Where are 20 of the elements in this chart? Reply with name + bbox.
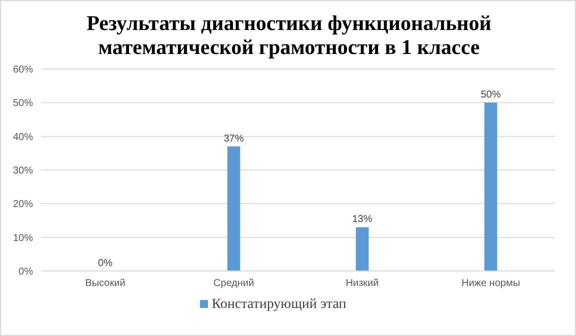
y-tick-label: 10%: [12, 232, 34, 244]
data-label: 37%: [224, 133, 244, 144]
legend-label: Констатирующий этап: [212, 297, 346, 312]
data-label: 13%: [352, 214, 372, 226]
y-tick-label: 60%: [12, 64, 34, 76]
x-tick-label: Ниже нормы: [461, 278, 520, 290]
x-tick-label: Высокий: [85, 278, 126, 290]
y-tick-label: 20%: [12, 199, 34, 210]
data-label: 0%: [98, 258, 113, 269]
bar: [356, 227, 369, 271]
data-label: 50%: [480, 90, 501, 101]
x-tick-label: Низкий: [346, 278, 379, 290]
bar: [227, 146, 240, 271]
y-tick-label: 30%: [12, 166, 34, 177]
bar: [484, 102, 498, 271]
y-tick-label: 0%: [18, 266, 34, 278]
chart-title: Результаты диагностики функциональной математической грамотности в 1 классе: [86, 11, 492, 59]
x-tick-label: Средний: [213, 278, 254, 290]
y-tick-label: 50%: [12, 98, 34, 110]
y-tick-label: 40%: [12, 132, 34, 143]
